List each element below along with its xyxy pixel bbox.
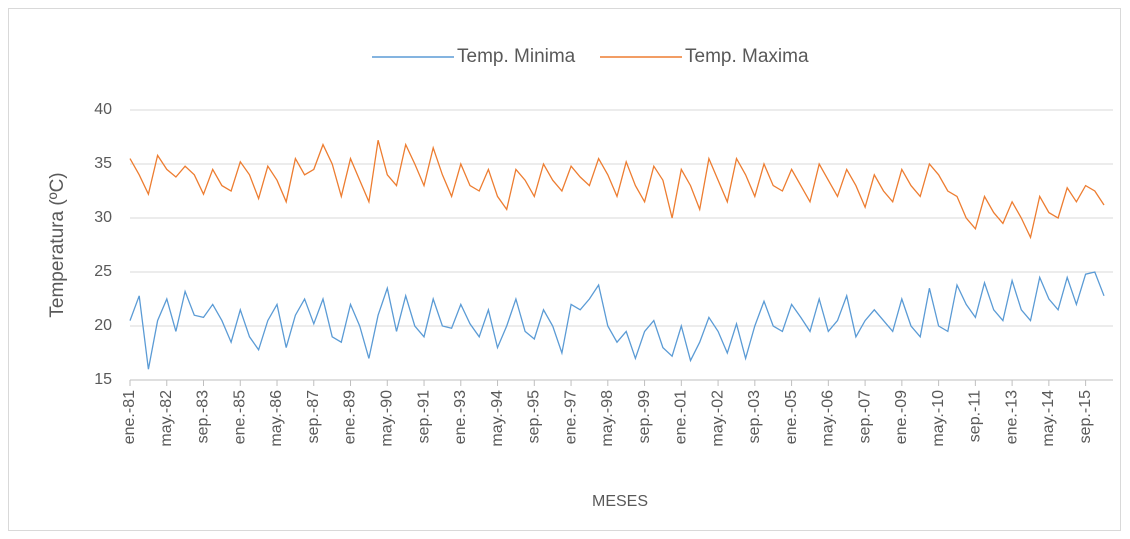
x-tick-label: may.-02 [709, 390, 726, 447]
x-tick-label: ene.-97 [562, 390, 579, 444]
x-tick-label: may.-06 [820, 390, 837, 447]
x-tick-label: ene.-01 [673, 390, 690, 444]
chart-border [8, 8, 1121, 531]
x-tick-label: ene.-05 [783, 390, 800, 444]
x-tick-label: may.-90 [379, 390, 396, 447]
x-tick-label: ene.-89 [342, 390, 359, 444]
x-tick-label: ene.-81 [121, 390, 138, 444]
y-tick-label: 35 [94, 155, 112, 172]
x-tick-label: sep.-95 [526, 390, 543, 443]
x-tick-label: ene.-13 [1003, 390, 1020, 444]
y-tick-label: 40 [94, 101, 112, 118]
data-line [129, 271, 1105, 370]
x-tick-label: may.-94 [489, 390, 506, 447]
data-line [129, 140, 1105, 240]
x-tick-label: sep.-03 [746, 390, 763, 443]
x-tick-label: sep.-99 [636, 390, 653, 443]
legend-label: Temp. Minima [457, 46, 576, 67]
x-tick-label: may.-10 [930, 390, 947, 447]
x-tick-label: sep.-83 [195, 390, 212, 443]
y-tick-label: 30 [94, 209, 112, 226]
y-tick-label: 15 [94, 371, 112, 388]
y-tick-label: 25 [94, 263, 112, 280]
x-tick-label: sep.-91 [415, 390, 432, 443]
x-tick-label: ene.-85 [231, 390, 248, 444]
x-tick-label: ene.-09 [893, 390, 910, 444]
x-tick-label: may.-82 [158, 390, 175, 447]
x-tick-label: sep.-07 [856, 390, 873, 443]
x-tick-label: may.-86 [268, 390, 285, 447]
x-tick-label: sep.-87 [305, 390, 322, 443]
x-axis-title: MESES [592, 493, 648, 510]
legend-label: Temp. Maxima [685, 46, 809, 67]
x-tick-label: may.-14 [1040, 390, 1057, 447]
x-tick-label: sep.-11 [967, 390, 984, 442]
x-tick-label: may.-98 [599, 390, 616, 447]
x-tick-label: sep.-15 [1077, 390, 1094, 443]
y-tick-label: 20 [94, 317, 112, 334]
y-axis-title: Temperatura (ºC) [47, 172, 68, 317]
x-tick-label: ene.-93 [452, 390, 469, 444]
